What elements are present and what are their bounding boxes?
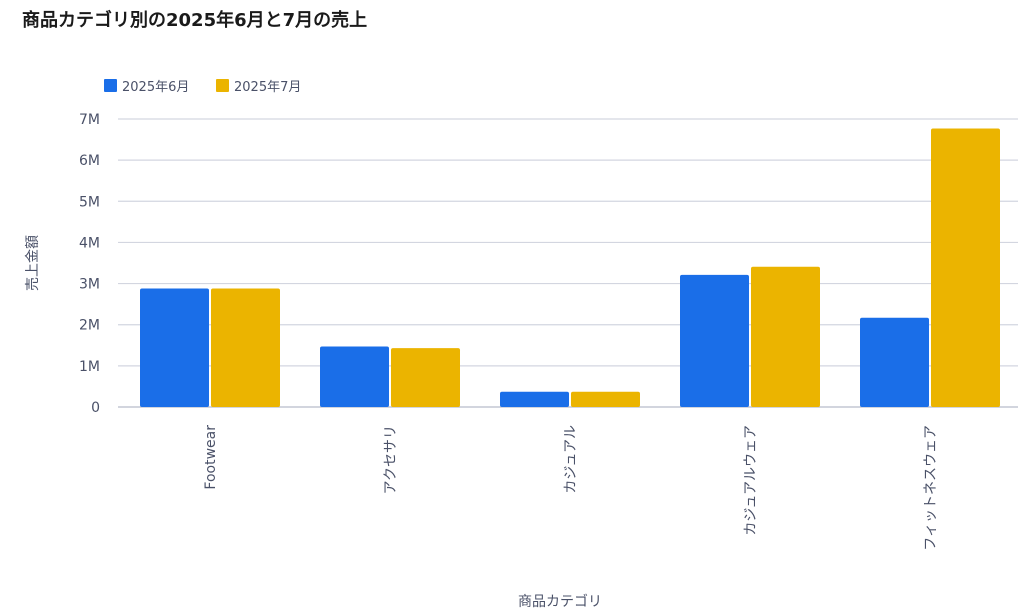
bar-july bbox=[211, 288, 280, 407]
y-axis-title: 売上金額 bbox=[25, 235, 41, 291]
bar-june bbox=[680, 274, 749, 407]
bar-july bbox=[571, 391, 640, 407]
y-tick-label: 3M bbox=[79, 277, 100, 293]
bar-july bbox=[931, 128, 1000, 407]
x-tick-label: Footwear bbox=[203, 425, 219, 490]
y-tick-label: 1M bbox=[79, 359, 100, 375]
y-tick-label: 2M bbox=[79, 318, 100, 334]
y-tick-label: 4M bbox=[79, 235, 100, 251]
legend-label: 2025年7月 bbox=[234, 80, 301, 95]
chart-title: 商品カテゴリ別の2025年6月と7月の売上 bbox=[22, 10, 368, 31]
y-tick-label: 5M bbox=[79, 194, 100, 210]
legend-swatch bbox=[216, 79, 229, 92]
x-tick-label: カジュアル bbox=[563, 425, 579, 494]
bar-june bbox=[140, 288, 209, 407]
bar-july bbox=[391, 348, 460, 407]
legend-swatch bbox=[104, 79, 117, 92]
bar-june bbox=[320, 346, 389, 407]
y-tick-label: 6M bbox=[79, 153, 100, 169]
bar-july bbox=[751, 266, 820, 407]
y-tick-label: 7M bbox=[79, 112, 100, 128]
x-tick-label: カジュアルウェア bbox=[743, 425, 759, 536]
bar-june bbox=[500, 391, 569, 407]
bar-june bbox=[860, 317, 929, 407]
legend-label: 2025年6月 bbox=[122, 80, 189, 95]
x-axis-title: 商品カテゴリ bbox=[518, 593, 602, 610]
x-tick-label: フィットネスウェア bbox=[923, 425, 939, 551]
x-tick-label: アクセサリ bbox=[383, 425, 399, 494]
y-tick-label: 0 bbox=[91, 400, 100, 416]
